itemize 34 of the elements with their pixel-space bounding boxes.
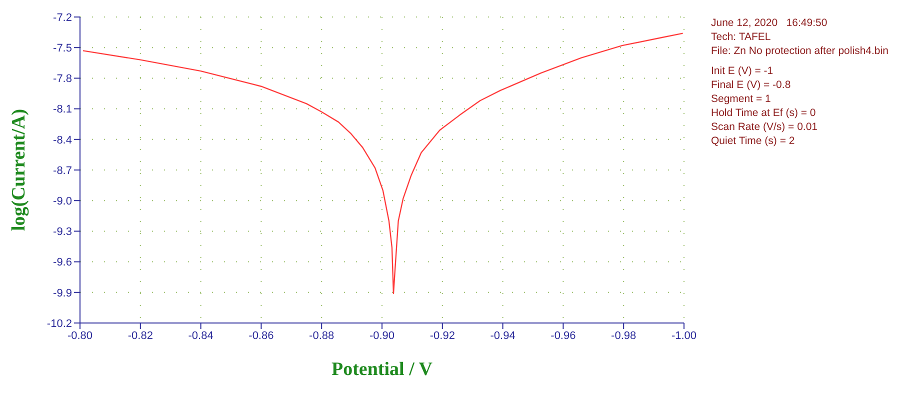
y-tick-label: -8.1	[53, 104, 72, 116]
x-tick-label: -0.92	[430, 330, 455, 342]
y-tick-label: -9.0	[53, 196, 72, 208]
x-tick-label: -0.82	[128, 330, 153, 342]
y-tick-label: -7.2	[53, 12, 72, 24]
text: Tech: TAFEL	[711, 30, 772, 44]
y-tick-label: -8.7	[53, 164, 72, 177]
text: Quiet Time (s) = 2	[711, 134, 796, 148]
x-tick-label: -0.80	[67, 330, 93, 342]
y-axis-title: log(Current/A)	[8, 108, 30, 232]
x-tick-label: -0.88	[309, 330, 334, 342]
y-tick-label: -7.5	[53, 42, 72, 55]
x-axis-title: Potential / V	[332, 359, 433, 380]
text: Final E (V) = -0.8	[711, 78, 792, 92]
x-tick-label: -1.00	[671, 330, 697, 342]
y-tick-label: -9.3	[53, 226, 72, 238]
y-tick-label: -9.6	[53, 256, 72, 269]
x-tick-label: -0.94	[490, 330, 516, 342]
text: Hold Time at Ef (s) = 0	[711, 106, 817, 120]
text: June 12, 2020 16:49:50	[711, 16, 828, 30]
y-tick-label: -9.9	[53, 287, 72, 300]
x-tick-label: -0.96	[550, 330, 576, 342]
text: File: Zn No protection after polish4.bin	[711, 44, 888, 58]
text: Scan Rate (V/s) = 0.01	[711, 120, 819, 134]
x-tick-label: -0.90	[369, 330, 395, 342]
y-tick-label: -8.4	[53, 134, 72, 146]
y-tick-label: -7.8	[53, 73, 72, 86]
line-series	[82, 32, 684, 294]
text: Segment = 1	[711, 92, 772, 106]
x-tick-label: -0.84	[188, 330, 214, 342]
text: Init E (V) = -1	[711, 64, 774, 78]
x-tick-label: -0.98	[611, 330, 636, 342]
y-tick-label: -10.2	[46, 318, 72, 330]
x-tick-label: -0.86	[248, 330, 274, 342]
